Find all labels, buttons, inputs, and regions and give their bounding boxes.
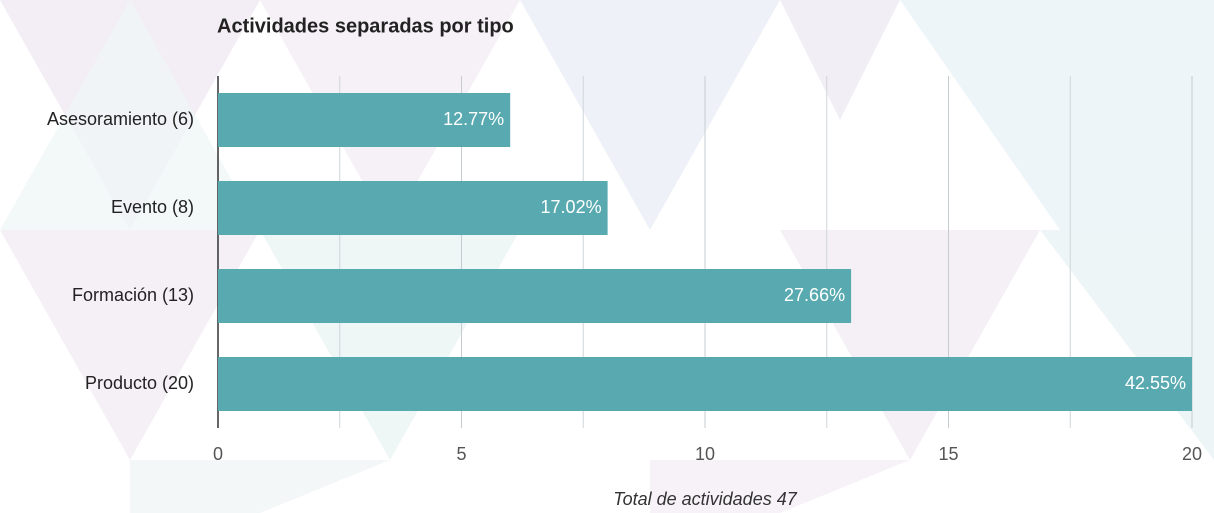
x-tick-label: 0 — [213, 444, 223, 464]
y-tick-label: Formación (13) — [72, 285, 194, 305]
x-tick-label: 10 — [695, 444, 715, 464]
y-tick-label: Evento (8) — [111, 197, 194, 217]
value-label: 42.55% — [1125, 373, 1186, 393]
bar — [218, 93, 511, 147]
chart-title: Actividades separadas por tipo — [217, 15, 514, 37]
y-tick-label: Asesoramiento (6) — [47, 109, 194, 129]
bar — [218, 181, 608, 235]
x-tick-label: 15 — [938, 444, 958, 464]
x-tick-label: 5 — [456, 444, 466, 464]
value-label: 12.77% — [443, 109, 504, 129]
bar — [218, 269, 852, 323]
value-label: 27.66% — [784, 285, 845, 305]
bar — [218, 357, 1192, 411]
y-tick-label: Producto (20) — [85, 373, 194, 393]
x-axis-label: Total de actividades 47 — [613, 489, 797, 509]
x-tick-label: 20 — [1182, 444, 1202, 464]
value-label: 17.02% — [541, 197, 602, 217]
